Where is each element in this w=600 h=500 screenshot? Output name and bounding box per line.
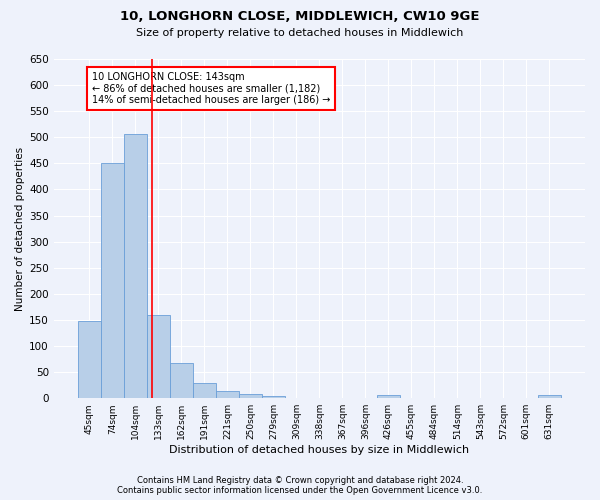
Bar (78, 321, 101, 398)
Bar (239, 394, 262, 398)
X-axis label: Distribution of detached houses by size in Middlewich: Distribution of detached houses by size … (169, 445, 469, 455)
Bar (262, 396, 285, 398)
Bar (124, 134, 147, 398)
Bar (101, 164, 124, 398)
Text: Contains public sector information licensed under the Open Government Licence v3: Contains public sector information licen… (118, 486, 482, 495)
Bar (147, 314, 170, 398)
Bar (216, 391, 239, 398)
Text: Contains HM Land Registry data © Crown copyright and database right 2024.: Contains HM Land Registry data © Crown c… (137, 476, 463, 485)
Text: 10 LONGHORN CLOSE: 143sqm
← 86% of detached houses are smaller (1,182)
14% of se: 10 LONGHORN CLOSE: 143sqm ← 86% of detac… (92, 72, 331, 105)
Bar (377, 395, 400, 398)
Text: Size of property relative to detached houses in Middlewich: Size of property relative to detached ho… (136, 28, 464, 38)
Y-axis label: Number of detached properties: Number of detached properties (15, 146, 25, 310)
Bar (193, 382, 216, 398)
Text: 10, LONGHORN CLOSE, MIDDLEWICH, CW10 9GE: 10, LONGHORN CLOSE, MIDDLEWICH, CW10 9GE (120, 10, 480, 23)
Bar (538, 395, 561, 398)
Bar (170, 362, 193, 398)
